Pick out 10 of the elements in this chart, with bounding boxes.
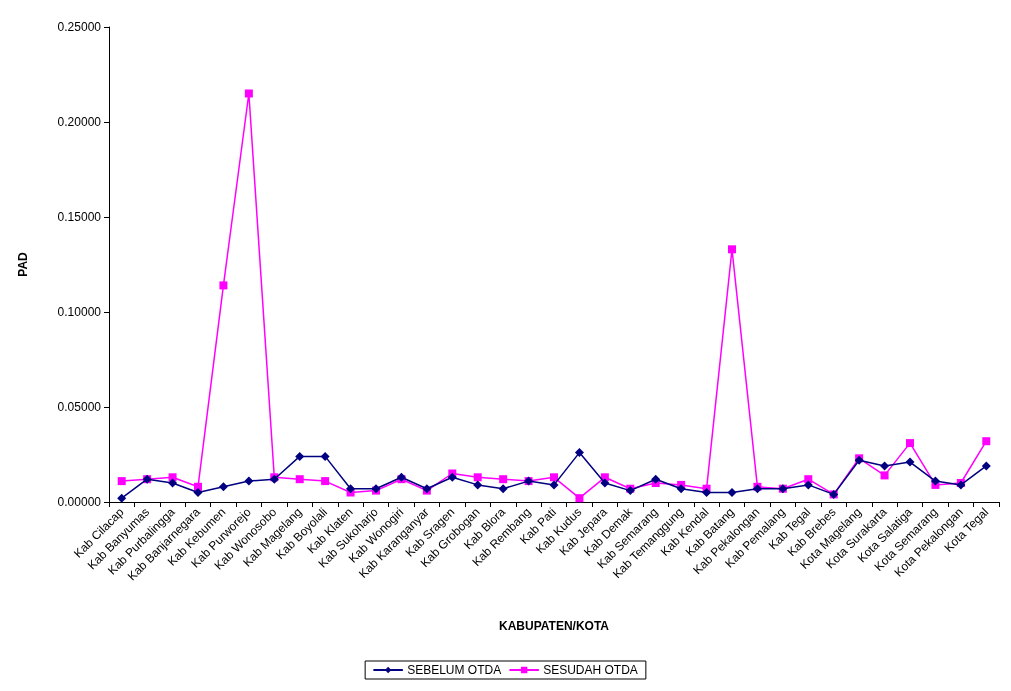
y-tick-label: 0.05000 [57,400,102,414]
legend-label: SEBELUM OTDA [407,663,502,677]
x-axis-title: KABUPATEN/KOTA [499,619,610,633]
legend-label: SESUDAH OTDA [543,663,638,677]
y-tick-label: 0.15000 [57,210,102,224]
y-tick-label: 0.20000 [57,115,102,129]
y-axis-title: PAD [16,251,30,277]
y-tick-label: 0.00000 [57,495,102,509]
y-tick-label: 0.10000 [57,305,102,319]
y-tick-label: 0.25000 [57,20,102,34]
